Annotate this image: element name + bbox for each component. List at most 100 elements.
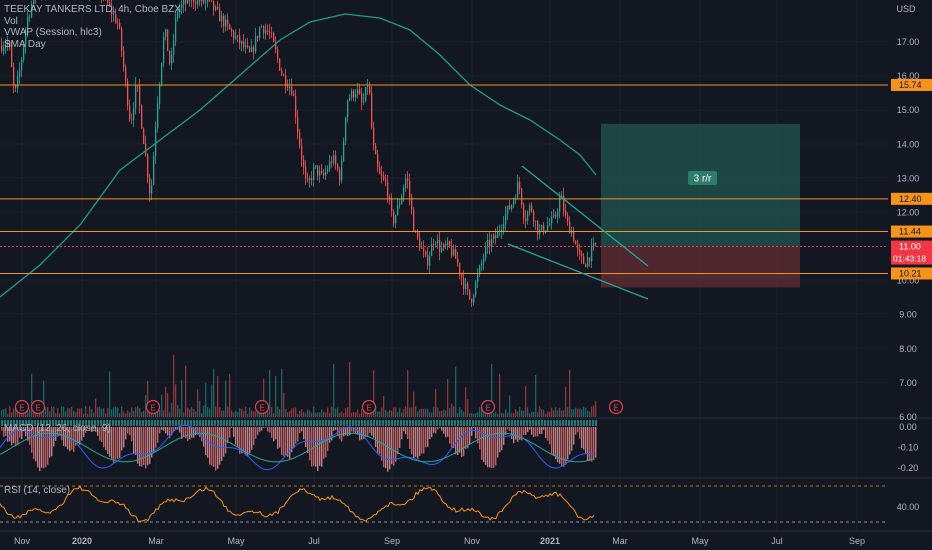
candle-body (309, 178, 311, 181)
macd-signal-tick (223, 420, 225, 426)
volume-bar (559, 407, 561, 417)
candle-body (493, 234, 495, 239)
macd-histogram-bar (119, 427, 121, 458)
macd-signal-tick (127, 420, 129, 426)
legend-sma: SMA Day (4, 38, 46, 50)
macd-histogram-bar (81, 427, 83, 441)
volume-bar (527, 407, 529, 417)
macd-histogram-bar (319, 427, 321, 466)
macd-signal-tick (511, 420, 513, 426)
macd-signal-tick (280, 420, 282, 426)
macd-signal-tick (334, 420, 336, 426)
macd-histogram-bar (329, 427, 331, 443)
volume-bar (345, 408, 347, 417)
macd-histogram-bar (465, 427, 467, 449)
macd-histogram-bar (145, 427, 147, 469)
macd-histogram-bar (213, 427, 215, 467)
volume-bar (63, 406, 65, 417)
candle-body (473, 295, 475, 303)
macd-signal-tick (340, 420, 342, 426)
macd-histogram-bar (549, 427, 551, 445)
macd-histogram-bar (419, 427, 421, 456)
macd-histogram-bar (553, 427, 555, 457)
candle-body (187, 0, 189, 4)
candle-body (425, 251, 427, 256)
candle-body (369, 86, 371, 94)
macd-histogram-bar (31, 427, 33, 453)
volume-bar (565, 386, 567, 417)
volume-bar (85, 406, 87, 417)
macd-signal-tick (592, 420, 594, 426)
candle-body (19, 70, 21, 77)
candle-body (153, 155, 155, 185)
candle-body (507, 205, 509, 214)
macd-histogram-bar (363, 427, 365, 439)
candle-body (255, 35, 257, 52)
candle-body (189, 0, 191, 1)
volume-bar (275, 375, 277, 417)
candle-body (567, 215, 569, 222)
macd-histogram-bar (205, 427, 207, 456)
macd-histogram-bar (317, 427, 319, 472)
volume-bar (1, 410, 3, 417)
candle-body (199, 0, 201, 2)
macd-signal-tick (439, 420, 441, 426)
volume-bar (315, 412, 317, 417)
macd-signal-tick (376, 420, 378, 426)
volume-bar (413, 391, 415, 417)
macd-signal-tick (103, 420, 105, 426)
candle-body (437, 239, 439, 244)
candle-body (157, 104, 159, 129)
macd-histogram-bar (215, 427, 217, 471)
candle-body (413, 209, 415, 232)
candle-body (365, 87, 367, 102)
volume-bar (515, 409, 517, 417)
macd-signal-tick (154, 420, 156, 426)
macd-histogram-bar (97, 427, 99, 436)
chart-legend: TEEKAY TANKERS LTD, 4h, Cboe BZX Vol VWA… (4, 4, 181, 50)
macd-signal-tick (148, 420, 150, 426)
macd-histogram-bar (247, 427, 249, 457)
price-tick-label: 9.00 (899, 310, 917, 320)
volume-bar (205, 383, 207, 417)
volume-bar (407, 369, 409, 417)
macd-signal-tick (454, 420, 456, 426)
candle-body (151, 184, 153, 194)
macd-signal-tick (457, 420, 459, 426)
volume-bar (563, 410, 565, 417)
macd-signal-tick (544, 420, 546, 426)
volume-bar (67, 408, 69, 417)
volume-bar (333, 363, 335, 417)
earnings-icon-label: E (150, 404, 155, 413)
volume-bar (223, 410, 225, 417)
volume-bar (441, 410, 443, 417)
volume-bar (193, 408, 195, 417)
candle-body (511, 204, 513, 209)
candle-body (453, 249, 455, 256)
candle-body (303, 159, 305, 168)
macd-signal-tick (574, 420, 576, 426)
macd-signal-tick (61, 420, 63, 426)
volume-bar (57, 408, 59, 417)
macd-signal-tick (124, 420, 126, 426)
macd-signal-tick (85, 420, 87, 426)
macd-signal-tick (316, 420, 318, 426)
candle-body (159, 84, 161, 105)
candle-body (175, 17, 177, 42)
macd-signal-tick (172, 420, 174, 426)
macd-signal-tick (283, 420, 285, 426)
macd-signal-tick (232, 420, 234, 426)
macd-histogram-bar (11, 427, 13, 446)
volume-bar (477, 412, 479, 417)
volume-bar (5, 408, 7, 417)
candle-body (5, 45, 7, 48)
macd-histogram-bar (267, 427, 269, 432)
volume-bar (51, 406, 53, 417)
volume-bar (355, 412, 357, 417)
volume-bar (59, 413, 61, 417)
candle-body (253, 47, 255, 52)
macd-signal-tick (502, 420, 504, 426)
macd-histogram-bar (585, 427, 587, 454)
